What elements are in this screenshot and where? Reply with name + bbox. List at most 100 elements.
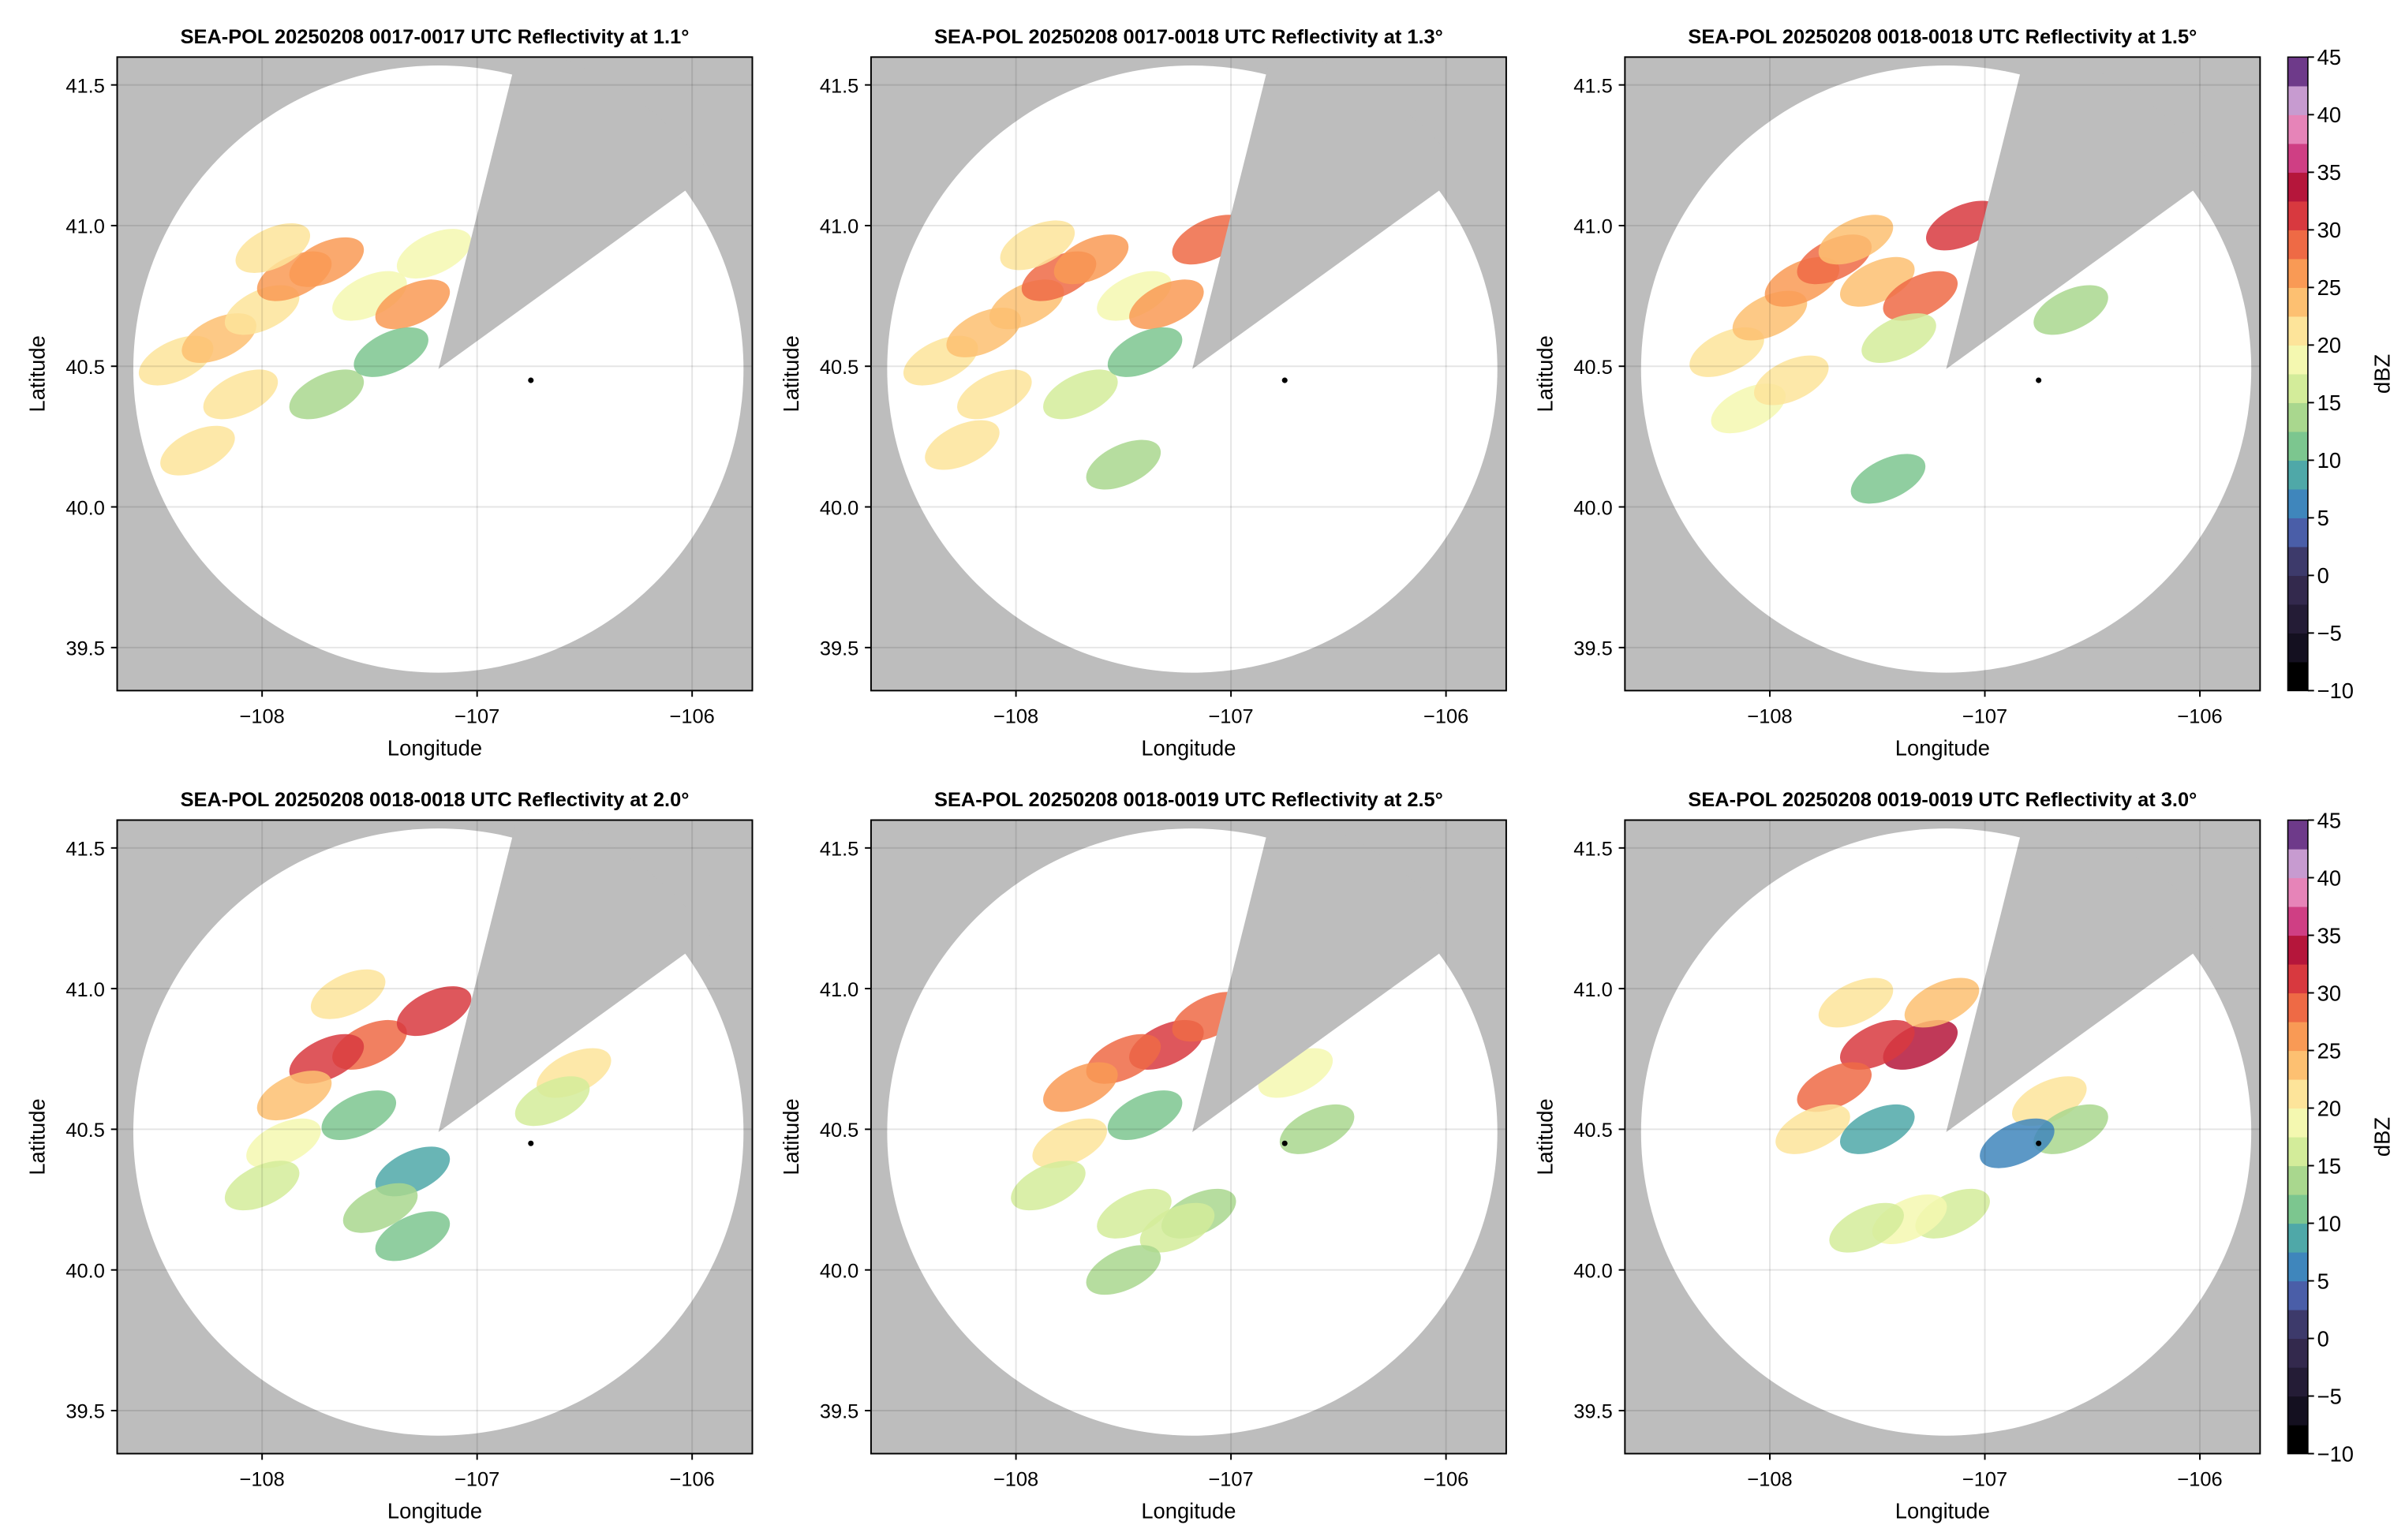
y-tick-label: 41.0 (820, 979, 858, 1001)
colorbar-bin (2287, 85, 2308, 115)
echo-cell (1797, 1062, 1872, 1112)
colorbar-tick-label: 25 (2317, 1038, 2341, 1063)
chart-title: SEA-POL 20250208 0018-0018 UTC Reflectiv… (181, 789, 690, 811)
y-tick-label: 41.0 (1573, 979, 1612, 1001)
colorbar-bin (2287, 1165, 2308, 1195)
site-marker (528, 1140, 534, 1146)
echoes (1775, 977, 2108, 1253)
x-tick-label: −108 (993, 705, 1038, 727)
colorbar-bin (2287, 143, 2308, 173)
echo-cell (1097, 1188, 1172, 1239)
echo-cell (396, 986, 472, 1037)
echo-cell (1043, 1062, 1118, 1112)
echo-cell (1980, 1118, 2055, 1168)
echo-cell (246, 1118, 321, 1168)
colorbar-bin (2287, 57, 2308, 87)
y-axis-label: Latitude (1533, 1098, 1558, 1175)
colorbar-bin (2287, 316, 2308, 346)
colorbar-bin (2287, 906, 2308, 936)
echo-cell (289, 369, 365, 420)
y-axis-label: Latitude (1533, 335, 1558, 412)
colorbar-bin (2287, 1310, 2308, 1340)
echo-cell (514, 1076, 590, 1127)
colorbar-bin (2287, 935, 2308, 965)
x-tick-label: −106 (1423, 1469, 1468, 1491)
echo-cell (342, 1183, 418, 1233)
colorbar-tick-label: 5 (2317, 1269, 2329, 1293)
site-marker (1281, 1140, 1288, 1146)
y-tick-label: 41.5 (1573, 75, 1612, 97)
y-tick-label: 41.5 (65, 75, 104, 97)
echo-cell (1861, 313, 1936, 364)
colorbar-bin (2287, 849, 2308, 879)
colorbar-bin (2287, 200, 2308, 230)
blocked-sector (1946, 57, 2218, 369)
x-axis-label: Longitude (387, 735, 482, 760)
x-tick-label: −108 (993, 1469, 1038, 1491)
colorbar-bin (2287, 1079, 2308, 1109)
echo-cell (235, 222, 311, 273)
echo-cell (1053, 234, 1129, 285)
y-tick-label: 39.5 (1573, 638, 1612, 660)
colorbar-bin (2287, 661, 2308, 691)
x-tick-label: −108 (240, 705, 285, 727)
plot-area (117, 820, 753, 1454)
colorbar-bin (2287, 114, 2308, 144)
echoes (138, 222, 472, 476)
x-tick-label: −107 (454, 705, 499, 727)
colorbar-bin (2287, 1338, 2308, 1368)
colorbar-bin (2287, 1252, 2308, 1282)
x-tick-label: −106 (670, 1469, 715, 1491)
chart-title: SEA-POL 20250208 0018-0018 UTC Reflectiv… (1688, 26, 2197, 48)
colorbar-bin (2287, 820, 2308, 850)
colorbar-tick-label: 0 (2317, 1326, 2329, 1351)
colorbar-bin (2287, 230, 2308, 260)
y-tick-label: 40.0 (65, 1260, 104, 1282)
chart-title: SEA-POL 20250208 0018-0019 UTC Reflectiv… (934, 789, 1443, 811)
colorbar-tick-label: 45 (2317, 45, 2341, 69)
colorbar-tick-label: 30 (2317, 218, 2341, 242)
x-axis-label: Longitude (1141, 1499, 1236, 1523)
colorbar-bin (2287, 431, 2308, 461)
colorbar-bin (2287, 373, 2308, 403)
echo-cell (310, 969, 386, 1019)
echo-cell (1086, 1245, 1161, 1295)
x-tick-label: −107 (1208, 705, 1253, 727)
colorbar-tick-label: −10 (2317, 1441, 2354, 1466)
echo-cell (1000, 220, 1075, 271)
echo-cell (1904, 977, 1980, 1028)
echo-cell (2033, 1104, 2108, 1154)
echo-cell (1043, 369, 1118, 420)
site-marker (2036, 377, 2042, 383)
colorbar-bin (2287, 1050, 2308, 1080)
colorbar-frame (2287, 819, 2309, 1455)
y-tick-label: 41.0 (65, 216, 104, 238)
echo-cell (375, 279, 451, 330)
echo-cell (1840, 1104, 1915, 1154)
y-axis-label: Latitude (779, 335, 803, 412)
colorbar-bin (2287, 1425, 2308, 1455)
echo-cell (1753, 355, 1829, 406)
y-tick-label: 40.0 (820, 1260, 858, 1282)
echo-cell (1775, 1104, 1850, 1154)
y-tick-label: 40.5 (1573, 1119, 1612, 1142)
colorbar-bin (2287, 287, 2308, 317)
x-axis-label: Longitude (387, 1499, 482, 1523)
colorbar-tick-label: 15 (2317, 391, 2341, 415)
echo-cell (1129, 279, 1204, 330)
x-tick-label: −106 (1423, 705, 1468, 727)
colorbar-bin (2287, 1367, 2308, 1397)
colorbar-tick-label: 25 (2317, 275, 2341, 300)
colorbar: −10 −5 0 5 10 15 20 25 30 35 40 45 dBZ (2287, 808, 2394, 1466)
y-tick-label: 39.5 (820, 1401, 858, 1423)
y-tick-label: 40.5 (65, 1119, 104, 1142)
x-tick-label: −108 (1747, 705, 1792, 727)
colorbar-bin (2287, 460, 2308, 490)
axes-frame (116, 56, 754, 692)
echo-cell (1107, 327, 1183, 377)
colorbar-label: dBZ (2369, 1117, 2394, 1157)
y-tick-label: 41.5 (65, 839, 104, 861)
echo-cell (1840, 1019, 1915, 1070)
echo-cell (1829, 1202, 1904, 1253)
